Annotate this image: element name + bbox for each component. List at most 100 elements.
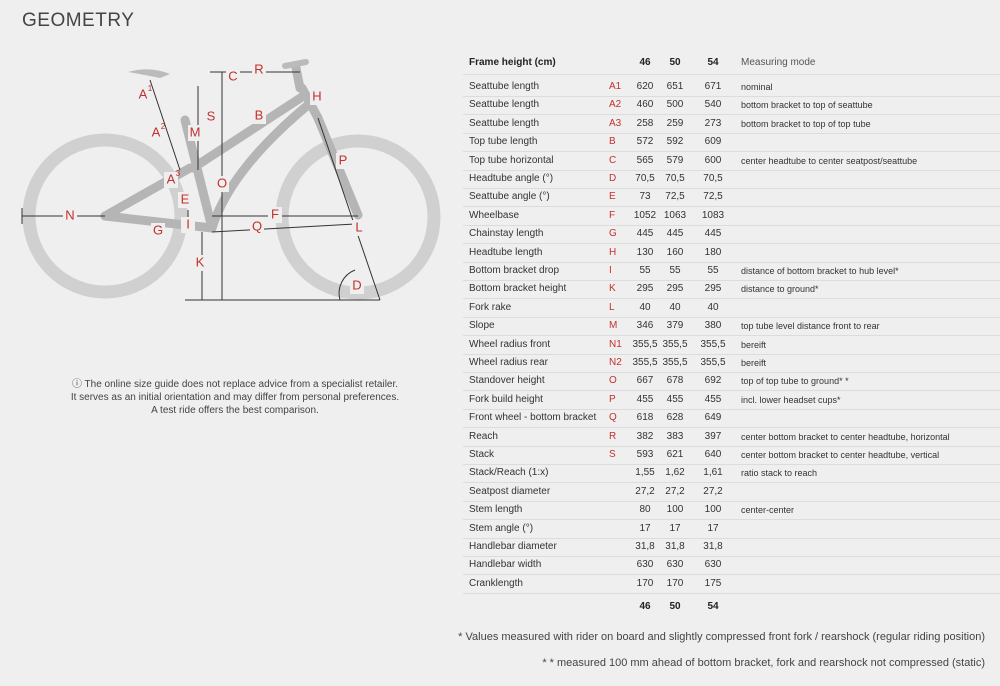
row-value: 1,61	[703, 467, 723, 479]
row-value: 55	[707, 265, 719, 276]
header-label: Frame height (cm)	[469, 57, 556, 68]
row-separator	[463, 132, 1000, 134]
row-mode: nominal	[741, 82, 773, 92]
row-value: 80	[639, 504, 651, 516]
row-value: 31,8	[635, 541, 655, 552]
row-value: 460	[636, 99, 654, 111]
row-separator	[463, 298, 1000, 300]
row-separator	[463, 556, 1000, 557]
row-value: 295	[666, 283, 684, 295]
row-value: 1,55	[635, 467, 655, 479]
row-value: 380	[704, 320, 722, 332]
label-bg	[164, 172, 178, 188]
row-value: 73	[639, 191, 651, 203]
row-value: 609	[704, 136, 722, 148]
row-name: Headtube angle (°)	[469, 173, 554, 184]
row-value: 55	[669, 265, 681, 276]
row-value: 355,5	[700, 338, 726, 350]
row-separator	[463, 335, 1000, 337]
footnote: * Values measured with rider on board an…	[458, 631, 985, 643]
row-value: 180	[704, 246, 722, 258]
row-value: 628	[666, 412, 684, 424]
row-value: 40	[707, 301, 719, 313]
row-name: Seattube angle (°)	[469, 191, 550, 203]
label-bg	[350, 278, 364, 294]
row-value: 1,62	[665, 467, 685, 479]
row-value: 649	[704, 412, 722, 424]
row-value: 40	[639, 301, 651, 313]
dimension-label-sup: 1	[148, 84, 153, 93]
size-header: 50	[669, 57, 681, 68]
row-mode: top of top tube to ground* *	[741, 376, 849, 387]
row-code: K	[609, 283, 616, 295]
label-bg	[252, 108, 266, 124]
row-code: D	[609, 173, 617, 184]
row-name: Cranklength	[469, 577, 523, 589]
row-name: Seattube length	[469, 81, 540, 92]
row-separator	[463, 96, 1000, 97]
label-bg	[193, 255, 207, 271]
row-value: 55	[639, 265, 651, 276]
row-value: 346	[636, 320, 654, 332]
dimension-label: D	[352, 277, 361, 292]
row-code: S	[609, 449, 616, 460]
label-bg	[136, 87, 150, 103]
row-value: 27,2	[703, 485, 723, 497]
row-separator	[463, 353, 1000, 355]
dimension-label: N	[65, 207, 74, 222]
label-bg	[215, 176, 229, 192]
dimension-label: I	[186, 216, 190, 231]
row-separator	[463, 537, 1000, 539]
row-value: 678	[666, 375, 684, 387]
row-value: 455	[666, 393, 684, 405]
row-mode: bottom bracket to top of seattube	[741, 100, 873, 111]
row-value: 40	[669, 301, 681, 313]
row-value: 621	[666, 449, 684, 460]
row-separator	[463, 316, 1000, 318]
row-name: Stack	[469, 449, 495, 460]
label-bg	[336, 153, 350, 169]
row-value: 630	[666, 559, 684, 571]
row-name: Handlebar diameter	[469, 541, 557, 552]
row-name: Stem length	[469, 504, 523, 516]
row-code: Q	[609, 412, 617, 424]
row-value: 355,5	[632, 357, 658, 368]
row-separator	[463, 482, 1000, 484]
row-separator	[463, 519, 1000, 521]
dimension-label: C	[228, 68, 237, 83]
row-value: 17	[707, 522, 719, 534]
row-separator	[463, 408, 1000, 410]
row-value: 379	[666, 320, 684, 332]
row-value: 70,5	[665, 173, 685, 184]
row-code: C	[609, 154, 617, 166]
row-value: 382	[636, 430, 654, 442]
dimension-label: A	[152, 124, 161, 139]
row-value: 500	[666, 99, 684, 111]
row-code: R	[609, 430, 617, 442]
row-name: Seattube length	[469, 117, 540, 129]
row-value: 160	[666, 246, 684, 258]
row-separator	[463, 169, 1000, 171]
row-value: 175	[704, 577, 722, 589]
row-name: Top tube horizontal	[469, 154, 554, 166]
row-value: 630	[704, 559, 722, 571]
row-value: 100	[666, 504, 684, 516]
row-separator	[463, 372, 1000, 373]
row-separator	[463, 464, 1000, 465]
dimension-label-sup: 2	[161, 122, 166, 131]
row-value: 273	[704, 117, 722, 129]
row-value: 640	[704, 449, 722, 460]
row-value: 355,5	[662, 338, 688, 350]
page-title: GEOMETRY	[22, 10, 135, 31]
label-bg	[149, 125, 163, 141]
info-icon: ⓘ	[71, 379, 85, 390]
row-name: Stack/Reach (1:x)	[469, 467, 549, 479]
row-value: 258	[636, 117, 654, 129]
dimension-label: R	[254, 61, 263, 76]
row-separator	[463, 574, 1000, 576]
label-bg	[181, 217, 195, 233]
dimension-label: G	[153, 222, 163, 237]
row-value: 593	[636, 449, 654, 460]
row-mode: ratio stack to reach	[741, 468, 818, 479]
